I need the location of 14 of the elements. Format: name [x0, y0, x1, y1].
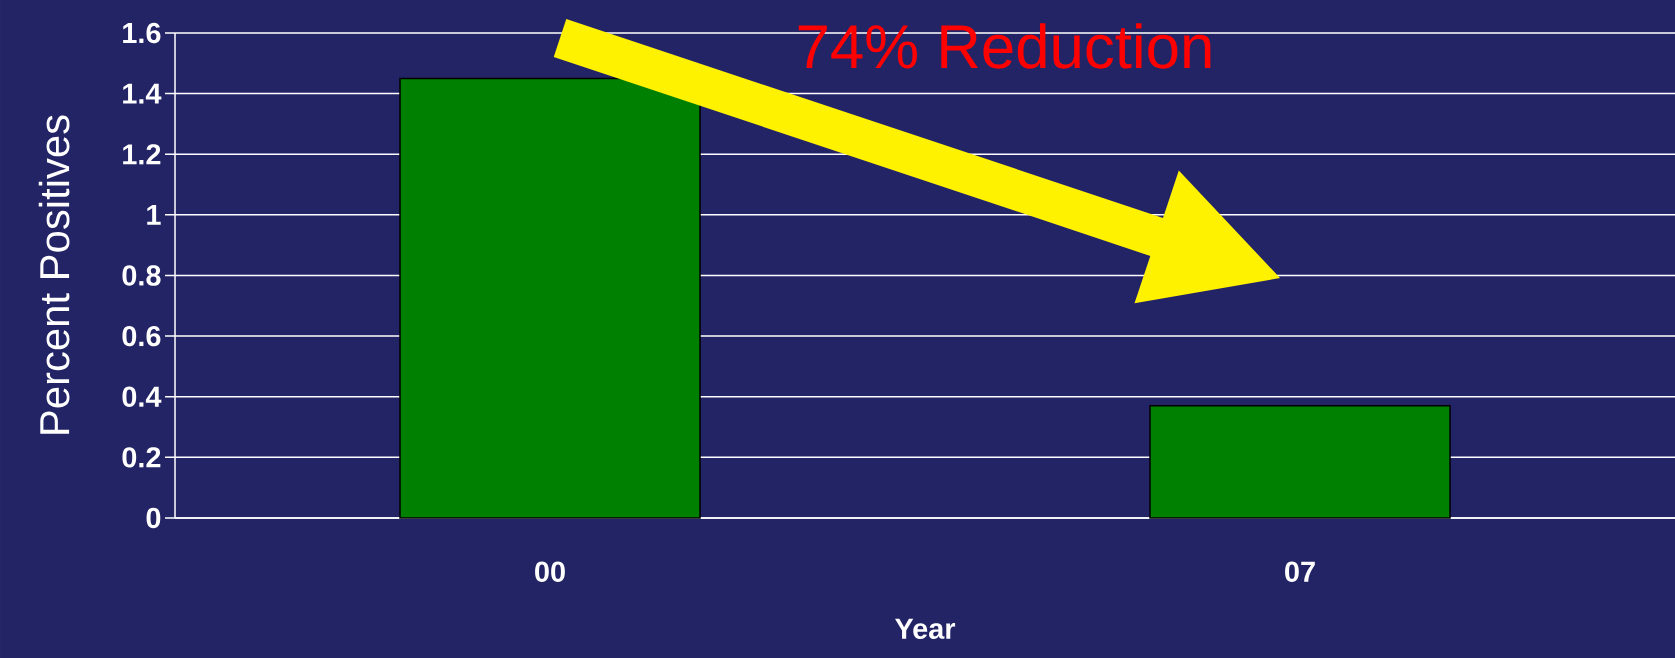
annotation: 74% Reduction	[798, 23, 1211, 69]
x-tick-label: 00	[535, 561, 565, 582]
y-tick-label: 0.4	[122, 386, 162, 407]
y-tick-label: 1.4	[123, 83, 162, 104]
y-tick-label: 0	[146, 507, 161, 529]
y-tick-label: 0.2	[122, 447, 161, 468]
y-tick-label: 0.8	[122, 265, 161, 286]
y-axis-title: Percent Positives	[38, 115, 70, 434]
y-tick-label: 1.6	[123, 22, 161, 44]
y-tick-label: 1.2	[123, 144, 161, 165]
x-axis-title: Year	[894, 618, 956, 639]
y-tick-label: 1	[147, 204, 161, 225]
y-tick-label: 0.6	[122, 325, 161, 347]
x-tick-label: 07	[1285, 561, 1315, 582]
